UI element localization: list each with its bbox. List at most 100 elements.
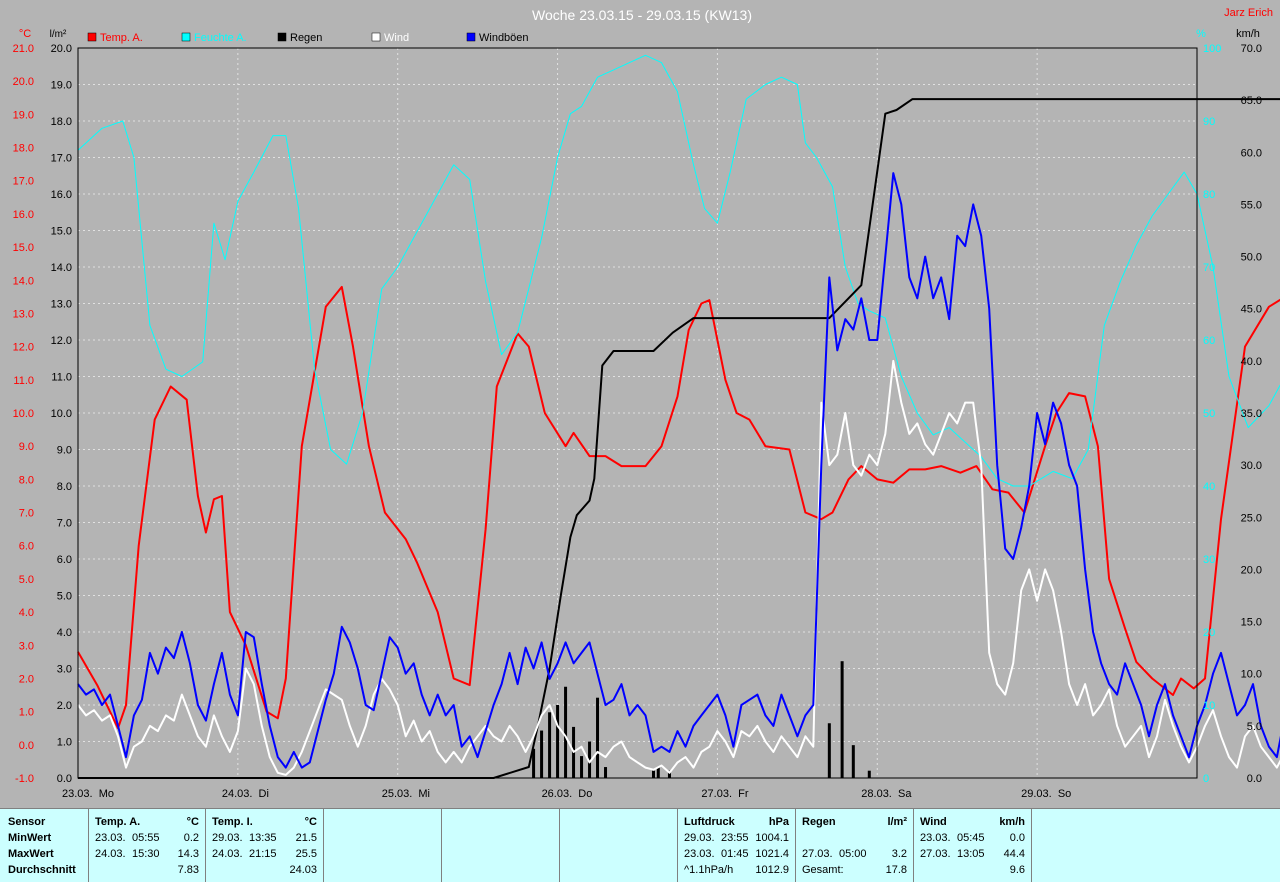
wind-tick-label: 45.0: [1241, 304, 1262, 316]
wind-tick-label: 10.0: [1241, 669, 1262, 681]
regen-total-label: Gesamt:: [802, 864, 844, 876]
wind-tick-label: 5.0: [1247, 721, 1262, 733]
stats-temp-i-col: Temp. I. °C 29.03. 13:35 21.5 24.03. 21:…: [206, 809, 324, 882]
legend-label: Regen: [290, 32, 322, 44]
wind-tick-label: 50.0: [1241, 252, 1262, 264]
day-label: 24.03. Di: [222, 788, 269, 800]
day-label: 27.03. Fr: [701, 788, 748, 800]
rain-bar: [827, 723, 831, 778]
legend-label: Temp. A.: [100, 32, 143, 44]
temp-i-avg-value: 24.03: [289, 864, 317, 876]
wind-max-value: 44.4: [1003, 848, 1025, 860]
rain-bar: [667, 770, 671, 778]
wind-tick-label: 35.0: [1241, 408, 1262, 420]
stats-temp-a-col: Temp. A. °C 23.03. 05:55 0.2 24.03. 15:3…: [89, 809, 206, 882]
temp-tick-label: 2.0: [19, 673, 34, 685]
temp-tick-label: 3.0: [19, 640, 34, 652]
day-label: 25.03. Mi: [382, 788, 430, 800]
wind-tick-label: 20.0: [1241, 564, 1262, 576]
stats-empty-col-1: [324, 809, 442, 882]
day-label: 23.03. Mo: [62, 788, 114, 800]
pressure-tick-label: 80: [1203, 189, 1215, 201]
regen-max-time: 05:00: [839, 848, 867, 860]
rain-bar: [656, 767, 660, 778]
legend-label: Windböen: [479, 32, 529, 44]
temp-tick-label: 5.0: [19, 574, 34, 586]
temp-unit-label: °C: [19, 28, 31, 40]
row-label-avg: Durchschnitt: [8, 864, 76, 876]
temp-a-unit: °C: [186, 816, 199, 828]
temp-tick-label: 4.0: [19, 607, 34, 619]
temp-tick-label: 0.0: [19, 740, 34, 752]
wind-tick-label: 25.0: [1241, 512, 1262, 524]
stats-empty-col-2: [442, 809, 560, 882]
rain-tick-label: 7.0: [57, 518, 72, 530]
wind-tick-label: 70.0: [1241, 43, 1262, 55]
row-label-max: MaxWert: [8, 848, 54, 860]
rain-bars: [532, 661, 871, 778]
luftdruck-max-date: 23.03.: [684, 848, 715, 860]
temp-tick-label: -1.0: [15, 773, 34, 785]
rain-tick-label: 16.0: [51, 189, 72, 201]
wind-unit: km/h: [999, 816, 1025, 828]
pressure-tick-label: 90: [1203, 116, 1215, 128]
row-label-min: MinWert: [8, 832, 52, 844]
wind-avg-value: 9.6: [1009, 864, 1025, 876]
series-lines: [77, 54, 1280, 779]
rain-tick-label: 6.0: [57, 554, 72, 566]
sensor-header: Sensor: [8, 816, 46, 828]
rain-tick-label: 15.0: [51, 226, 72, 238]
temp-i-max-date: 24.03.: [212, 848, 243, 860]
luftdruck-header: Luftdruck: [684, 816, 735, 828]
luftdruck-max-value: 1021.4: [755, 848, 789, 860]
luftdruck-max-time: 01:45: [721, 848, 749, 860]
temp-a-max-time: 15:30: [132, 848, 160, 860]
rain-tick-label: 5.0: [57, 591, 72, 603]
temp-i-header: Temp. I.: [212, 816, 253, 828]
stats-sensor-col: Sensor MinWert MaxWert Durchschnitt: [0, 809, 89, 882]
rain-tick-label: 14.0: [51, 262, 72, 274]
temp-tick-label: 13.0: [13, 308, 34, 320]
stats-wind-col: Wind km/h 23.03. 05:45 0.0 27.03. 13:05 …: [914, 809, 1032, 882]
temp-tick-label: 1.0: [19, 707, 34, 719]
rain-tick-label: 20.0: [51, 43, 72, 55]
rain-tick-label: 17.0: [51, 153, 72, 165]
series-line-wind: [77, 359, 1280, 776]
legend: Temp. A. Feuchte A. Regen Wind Windböen: [87, 32, 529, 44]
temp-tick-label: 12.0: [13, 342, 34, 354]
temp-tick-label: 18.0: [13, 143, 34, 155]
wind-tick-label: 15.0: [1241, 617, 1262, 629]
regen-max-date: 27.03.: [802, 848, 833, 860]
series-line-regen: [78, 98, 1280, 779]
rain-bar: [548, 712, 552, 778]
rain-tick-label: 19.0: [51, 80, 72, 92]
rain-tick-label: 11.0: [51, 372, 72, 384]
grid: [78, 47, 1197, 779]
legend-label: Wind: [384, 32, 409, 44]
day-label: 29.03. So: [1021, 788, 1071, 800]
legend-label: Feuchte A.: [194, 32, 247, 44]
rain-bar: [867, 770, 871, 778]
luftdruck-min-time: 23:55: [721, 832, 749, 844]
temp-i-min-time: 13:35: [249, 832, 277, 844]
plot-frame: [77, 47, 1198, 779]
rain-bar: [540, 730, 544, 778]
regen-header: Regen: [802, 816, 836, 828]
wind-max-date: 27.03.: [920, 848, 951, 860]
rain-bar: [604, 767, 608, 778]
temp-tick-label: 19.0: [13, 109, 34, 121]
rain-bar: [596, 697, 600, 778]
temp-tick-label: 9.0: [19, 441, 34, 453]
regen-total-value: 17.8: [885, 864, 907, 876]
day-label: 28.03. Sa: [861, 788, 912, 800]
temp-tick-label: 15.0: [13, 242, 34, 254]
series-line-feuchte-a: [77, 54, 1280, 487]
rain-unit-label: l/m²: [50, 29, 67, 40]
temp-a-min-time: 05:55: [132, 832, 160, 844]
legend-swatch: [371, 32, 381, 42]
temp-i-min-date: 29.03.: [212, 832, 243, 844]
rain-bar: [556, 705, 560, 778]
pressure-tick-label: 50: [1203, 408, 1215, 420]
wind-tick-label: 55.0: [1241, 199, 1262, 211]
wind-tick-label: 40.0: [1241, 356, 1262, 368]
